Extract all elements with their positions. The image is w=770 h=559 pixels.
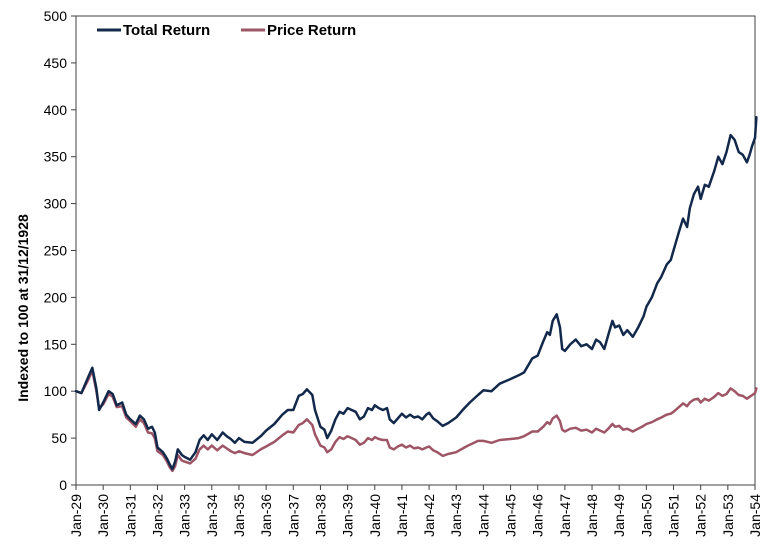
x-tick-label: Jan-29	[68, 494, 84, 537]
x-tick-label: Jan-53	[720, 494, 736, 537]
y-axis-label: Indexed to 100 at 31/12/1928	[15, 214, 31, 402]
x-tick-label: Jan-38	[312, 494, 328, 537]
x-tick-label: Jan-41	[394, 494, 410, 537]
series-layer	[74, 116, 758, 473]
y-tick-label: 300	[44, 196, 68, 212]
legend: Total Return Price Return	[97, 22, 356, 39]
legend-label-price-return: Price Return	[267, 22, 356, 39]
y-tick-label: 0	[59, 477, 67, 493]
legend-label-total-return: Total Return	[123, 22, 210, 39]
y-tick-label: 500	[44, 8, 68, 24]
series-line-total-return	[74, 116, 758, 471]
y-axis: 0 50 100 150 200 250 300 350 400 450 500	[44, 8, 76, 493]
x-tick-label: Jan-49	[611, 494, 627, 537]
y-tick-label: 400	[44, 102, 68, 118]
x-tick-label: Jan-40	[367, 494, 383, 537]
x-tick-label: Jan-37	[285, 494, 301, 537]
x-tick-label: Jan-46	[530, 494, 546, 537]
x-tick-label: Jan-36	[258, 494, 274, 537]
x-tick-label: Jan-30	[95, 494, 111, 537]
x-tick-label: Jan-47	[557, 494, 573, 537]
series-line-price-return	[74, 369, 758, 473]
x-tick-label: Jan-31	[122, 494, 138, 537]
x-tick-label: Jan-43	[448, 494, 464, 537]
y-tick-label: 350	[44, 149, 68, 165]
x-tick-label: Jan-32	[149, 494, 165, 537]
x-axis: Jan-29 Jan-30 Jan-31 Jan-32 Jan-33 Jan-34 Jan-…	[68, 485, 763, 537]
x-tick-label: Jan-42	[421, 494, 437, 537]
x-tick-label: Jan-52	[693, 494, 709, 537]
plot-area	[75, 15, 756, 486]
y-tick-label: 200	[44, 289, 68, 305]
y-tick-label: 150	[44, 336, 68, 352]
plot-border	[75, 15, 756, 486]
x-tick-label: Jan-35	[231, 494, 247, 537]
x-tick-label: Jan-54	[747, 494, 763, 537]
x-tick-label: Jan-34	[204, 494, 220, 537]
y-tick-label: 100	[44, 383, 68, 399]
x-tick-label: Jan-51	[666, 494, 682, 537]
x-tick-label: Jan-48	[584, 494, 600, 537]
x-tick-label: Jan-50	[638, 494, 654, 537]
y-tick-label: 450	[44, 55, 68, 71]
x-tick-label: Jan-44	[475, 494, 491, 537]
y-tick-label: 50	[51, 430, 67, 446]
y-tick-label: 250	[44, 243, 68, 259]
x-tick-label: Jan-39	[340, 494, 356, 537]
x-tick-label: Jan-45	[503, 494, 519, 537]
x-tick-label: Jan-33	[177, 494, 193, 537]
